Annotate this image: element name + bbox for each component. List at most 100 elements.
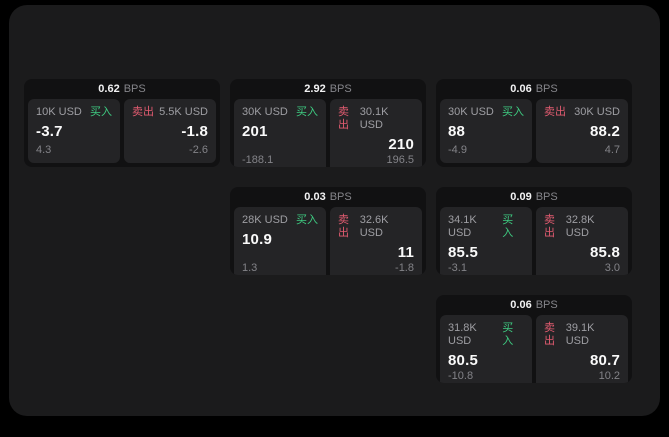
card-header: 0.06 BPS — [436, 79, 632, 99]
bps-value: 0.03 — [304, 191, 326, 203]
sell-amount-label: 32.8K USD — [565, 214, 595, 239]
buy-tag: 买入 — [502, 322, 514, 347]
card-header: 0.09 BPS — [436, 187, 632, 207]
sell-amount-label: 39.1K USD — [565, 322, 595, 347]
buy-change: -188.1 — [242, 154, 274, 166]
buy-price: 201 — [242, 123, 268, 140]
sell-change: 4.7 — [604, 144, 620, 156]
buy-tile-header: 31.8K USD 买入 — [448, 322, 524, 348]
buy-price: -3.7 — [36, 123, 63, 140]
sell-change: -2.6 — [189, 144, 208, 156]
sell-tile-header: 卖出 30K USD — [544, 106, 620, 119]
buy-price: 88 — [448, 123, 466, 140]
sell-quote-tile[interactable]: 卖出 5.5K USD -1.8 -2.6 — [124, 99, 216, 163]
sell-price: 11 — [397, 244, 414, 261]
buy-amount-label: 30K USD — [448, 106, 494, 118]
buy-tile-header: 30K USD 买入 — [242, 106, 318, 119]
sell-price: 80.7 — [590, 352, 620, 369]
cards-grid: 0.62 BPS 10K USD 买入 -3.7 4.3 卖出 5.5K USD… — [24, 79, 632, 383]
card-header: 2.92 BPS — [230, 79, 426, 99]
sell-change: 10.2 — [598, 370, 620, 382]
buy-quote-tile[interactable]: 31.8K USD 买入 80.5 -10.8 — [440, 315, 532, 383]
buy-change: 1.3 — [242, 262, 258, 274]
bps-value: 0.09 — [510, 191, 532, 203]
sell-quote-tile[interactable]: 卖出 39.1K USD 80.7 10.2 — [536, 315, 628, 383]
buy-change: 4.3 — [36, 144, 52, 156]
sell-price: 210 — [388, 136, 414, 153]
buy-change: -3.1 — [448, 262, 467, 274]
buy-tag: 买入 — [502, 106, 524, 118]
sell-tile-header: 卖出 5.5K USD — [132, 106, 208, 119]
bps-unit-label: BPS — [535, 191, 558, 203]
card-header: 0.03 BPS — [230, 187, 426, 207]
quote-card: 0.62 BPS 10K USD 买入 -3.7 4.3 卖出 5.5K USD… — [24, 79, 220, 167]
sell-tag: 卖出 — [544, 106, 566, 118]
card-body: 30K USD 买入 201 -188.1 卖出 30.1K USD 210 1… — [230, 99, 426, 167]
buy-change: -4.9 — [448, 144, 467, 156]
bps-unit-label: BPS — [535, 83, 558, 95]
sell-quote-tile[interactable]: 卖出 32.6K USD 11 -1.8 — [330, 207, 422, 275]
buy-tag: 买入 — [90, 106, 112, 118]
buy-quote-tile[interactable]: 28K USD 买入 10.9 1.3 — [234, 207, 326, 275]
sell-price: 88.2 — [590, 123, 620, 140]
quote-card: 0.06 BPS 30K USD 买入 88 -4.9 卖出 30K USD 8… — [436, 79, 632, 167]
buy-quote-tile[interactable]: 30K USD 买入 201 -188.1 — [234, 99, 326, 167]
buy-price: 85.5 — [448, 244, 478, 261]
buy-quote-tile[interactable]: 34.1K USD 买入 85.5 -3.1 — [440, 207, 532, 275]
buy-tile-header: 34.1K USD 买入 — [448, 214, 524, 240]
card-body: 31.8K USD 买入 80.5 -10.8 卖出 39.1K USD 80.… — [436, 315, 632, 383]
sell-price: 85.8 — [590, 244, 620, 261]
sell-quote-tile[interactable]: 卖出 30K USD 88.2 4.7 — [536, 99, 628, 163]
buy-quote-tile[interactable]: 10K USD 买入 -3.7 4.3 — [28, 99, 120, 163]
sell-tag: 卖出 — [544, 322, 555, 347]
sell-change: 3.0 — [604, 262, 620, 274]
buy-tag: 买入 — [502, 214, 514, 239]
sell-quote-tile[interactable]: 卖出 32.8K USD 85.8 3.0 — [536, 207, 628, 275]
bps-value: 0.06 — [510, 299, 532, 311]
buy-amount-label: 34.1K USD — [448, 214, 477, 239]
bps-unit-label: BPS — [329, 83, 352, 95]
sell-tag: 卖出 — [544, 214, 555, 239]
quote-card: 0.09 BPS 34.1K USD 买入 85.5 -3.1 卖出 32.8K… — [436, 187, 632, 275]
quote-card: 0.03 BPS 28K USD 买入 10.9 1.3 卖出 32.6K US… — [230, 187, 426, 275]
buy-tile-header: 10K USD 买入 — [36, 106, 112, 119]
sell-price: -1.8 — [181, 123, 208, 140]
bps-value: 2.92 — [304, 83, 326, 95]
bps-unit-label: BPS — [535, 299, 558, 311]
sell-change: 196.5 — [386, 154, 414, 166]
buy-amount-label: 31.8K USD — [448, 322, 477, 347]
sell-amount-label: 5.5K USD — [159, 106, 208, 118]
sell-amount-label: 30K USD — [574, 106, 620, 118]
sell-amount-label: 30.1K USD — [359, 106, 389, 131]
bps-unit-label: BPS — [329, 191, 352, 203]
sell-amount-label: 32.6K USD — [359, 214, 389, 239]
card-body: 28K USD 买入 10.9 1.3 卖出 32.6K USD 11 -1.8 — [230, 207, 426, 275]
sell-tag: 卖出 — [338, 106, 349, 131]
buy-price: 10.9 — [242, 231, 272, 248]
card-header: 0.06 BPS — [436, 295, 632, 315]
quote-card: 2.92 BPS 30K USD 买入 201 -188.1 卖出 30.1K … — [230, 79, 426, 167]
buy-amount-label: 10K USD — [36, 106, 82, 118]
sell-tile-header: 卖出 32.6K USD — [338, 214, 414, 240]
sell-quote-tile[interactable]: 卖出 30.1K USD 210 196.5 — [330, 99, 422, 167]
buy-amount-label: 30K USD — [242, 106, 288, 118]
buy-amount-label: 28K USD — [242, 214, 288, 226]
buy-tile-header: 30K USD 买入 — [448, 106, 524, 119]
buy-tag: 买入 — [296, 106, 318, 118]
buy-quote-tile[interactable]: 30K USD 买入 88 -4.9 — [440, 99, 532, 163]
sell-tile-header: 卖出 32.8K USD — [544, 214, 620, 240]
card-body: 34.1K USD 买入 85.5 -3.1 卖出 32.8K USD 85.8… — [436, 207, 632, 275]
card-body: 30K USD 买入 88 -4.9 卖出 30K USD 88.2 4.7 — [436, 99, 632, 167]
buy-price: 80.5 — [448, 352, 478, 369]
sell-change: -1.8 — [395, 262, 414, 274]
buy-change: -10.8 — [448, 370, 474, 382]
sell-tile-header: 卖出 39.1K USD — [544, 322, 620, 348]
card-header: 0.62 BPS — [24, 79, 220, 99]
quote-card: 0.06 BPS 31.8K USD 买入 80.5 -10.8 卖出 39.1… — [436, 295, 632, 383]
bps-value: 0.62 — [98, 83, 120, 95]
bps-unit-label: BPS — [123, 83, 146, 95]
buy-tag: 买入 — [296, 214, 318, 226]
buy-tile-header: 28K USD 买入 — [242, 214, 318, 227]
bps-value: 0.06 — [510, 83, 532, 95]
sell-tile-header: 卖出 30.1K USD — [338, 106, 414, 132]
